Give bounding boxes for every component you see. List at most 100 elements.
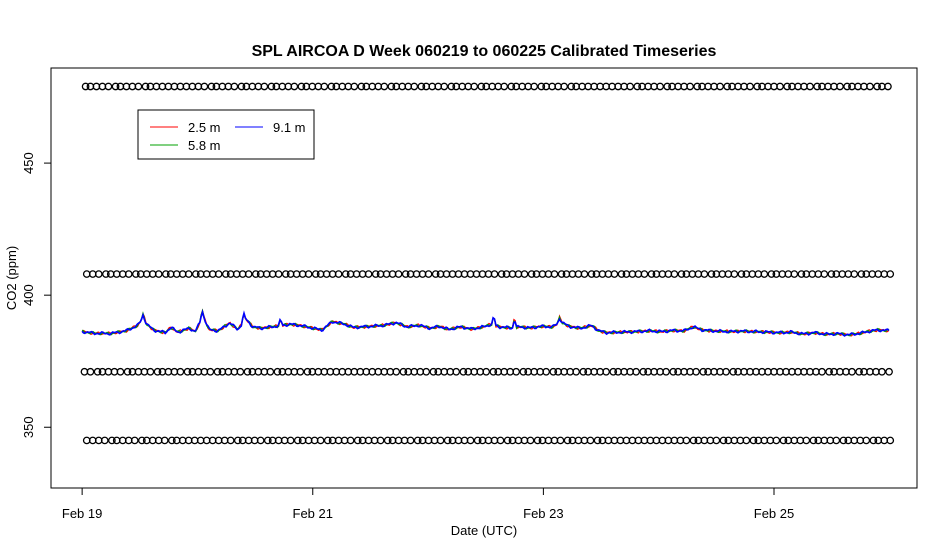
reference-marker: [496, 436, 505, 445]
reference-marker: [256, 436, 265, 445]
reference-marker: [567, 82, 576, 91]
reference-marker: [263, 436, 272, 445]
reference-marker: [772, 436, 781, 445]
reference-marker: [639, 367, 648, 376]
reference-marker: [138, 436, 146, 445]
reference-marker: [81, 82, 90, 91]
x-axis-label: Date (UTC): [451, 523, 517, 538]
reference-marker: [689, 436, 698, 445]
x-axis: Feb 19 Feb 21 Feb 23 Feb 25: [62, 487, 794, 521]
reference-marker: [413, 436, 422, 445]
y-axis: 350 400 450: [21, 152, 52, 438]
y-axis-label: CO2 (ppm): [4, 246, 19, 310]
reference-marker: [886, 436, 895, 445]
reference-marker: [108, 436, 116, 445]
reference-marker: [387, 82, 396, 91]
chart-title: SPL AIRCOA D Week 060219 to 060225 Calib…: [252, 43, 717, 60]
reference-marker: [836, 82, 844, 91]
reference-marker: [447, 82, 456, 91]
reference-marker: [183, 367, 192, 376]
reference-marker: [617, 270, 626, 278]
reference-marker: [640, 270, 649, 278]
reference-marker: [669, 367, 678, 376]
reference-marker: [520, 270, 529, 278]
reference-marker: [266, 367, 275, 376]
reference-marker: [490, 270, 499, 278]
reference-marker: [519, 367, 528, 376]
reference-marker: [350, 82, 359, 91]
reference-marker: [410, 82, 419, 91]
reference-marker: [296, 367, 305, 376]
reference-marker: [730, 270, 739, 278]
reference-marker: [549, 367, 558, 376]
reference-marker: [116, 367, 125, 376]
reference-marker: [394, 270, 403, 278]
reference-marker: [311, 270, 320, 278]
reference-marker: [839, 436, 848, 445]
reference-marker: [497, 270, 506, 278]
reference-marker: [802, 436, 811, 445]
reference-marker: [862, 436, 871, 445]
reference-marker-layer: [80, 82, 895, 445]
reference-marker: [364, 270, 373, 278]
reference-marker: [670, 270, 679, 278]
reference-marker: [286, 436, 295, 445]
reference-marker: [154, 270, 163, 278]
reference-marker: [593, 436, 602, 445]
reference-marker: [827, 270, 836, 278]
x-tick-label: Feb 25: [754, 506, 794, 521]
reference-marker: [417, 82, 426, 91]
reference-marker: [742, 436, 751, 445]
legend-label-9-1m: 9.1 m: [273, 120, 306, 135]
reference-marker: [320, 82, 329, 91]
reference-marker: [346, 436, 355, 445]
reference-marker: [723, 82, 732, 91]
reference-marker: [267, 82, 276, 91]
reference-marker: [818, 367, 826, 376]
reference-marker: [303, 367, 312, 376]
reference-marker: [316, 436, 325, 445]
y-tick-label: 400: [21, 284, 36, 306]
reference-marker: [334, 270, 343, 278]
reference-marker: [729, 367, 738, 376]
reference-marker: [716, 82, 724, 91]
reference-marker: [560, 82, 568, 91]
reference-marker: [557, 270, 566, 278]
reference-marker: [237, 82, 246, 91]
reference-marker: [753, 82, 762, 91]
reference-marker: [866, 82, 874, 91]
reference-marker: [327, 82, 336, 91]
reference-marker: [392, 367, 401, 376]
reference-marker: [825, 367, 833, 376]
reference-marker: [206, 367, 215, 376]
reference-marker: [184, 270, 193, 278]
reference-marker: [162, 270, 170, 278]
reference-marker: [813, 82, 821, 91]
reference-marker: [530, 82, 539, 91]
reference-marker: [260, 82, 269, 91]
reference-marker: [123, 367, 132, 376]
reference-marker: [221, 270, 230, 278]
reference-marker: [94, 270, 103, 278]
reference-marker: [132, 270, 140, 278]
reference-marker: [776, 82, 784, 91]
reference-marker: [482, 367, 491, 376]
reference-marker: [251, 270, 260, 278]
reference-marker: [233, 436, 242, 445]
reference-marker: [86, 367, 95, 376]
reference-marker: [806, 82, 814, 91]
reference-marker: [230, 82, 239, 91]
reference-marker: [401, 270, 410, 278]
reference-marker: [243, 367, 252, 376]
reference-marker: [527, 270, 536, 278]
reference-marker: [141, 82, 150, 91]
reference-marker: [686, 82, 694, 91]
reference-marker: [820, 270, 829, 278]
reference-marker: [526, 436, 535, 445]
x-tick-label: Feb 23: [523, 506, 563, 521]
reference-marker: [489, 367, 498, 376]
reference-marker: [443, 436, 452, 445]
reference-marker: [213, 367, 222, 376]
reference-marker: [556, 436, 565, 445]
reference-marker: [855, 367, 863, 376]
